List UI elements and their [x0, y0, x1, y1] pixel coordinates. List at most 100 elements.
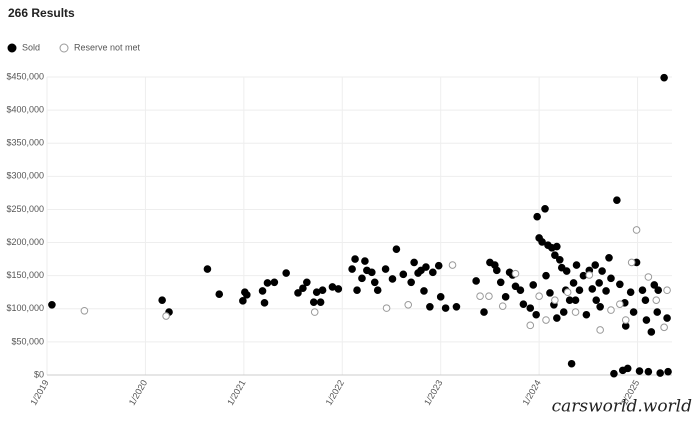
point: [571, 296, 580, 304]
x-tick-label: 1/2023: [422, 378, 444, 407]
y-tick-label: $0: [34, 369, 44, 379]
x-tick-label: 1/2019: [28, 378, 50, 407]
point: [563, 288, 572, 297]
point: [635, 367, 644, 375]
point: [595, 279, 603, 287]
point: [498, 302, 507, 310]
point: [496, 278, 505, 287]
point: [585, 271, 594, 279]
point: [158, 296, 166, 304]
point: [436, 293, 445, 301]
point: [448, 261, 457, 269]
y-tick-label: $400,000: [6, 104, 44, 114]
point: [353, 286, 361, 295]
point: [282, 269, 290, 277]
x-tick-label: 1/2024: [520, 378, 542, 407]
point: [616, 300, 624, 308]
y-tick-label: $50,000: [11, 336, 44, 346]
point: [664, 367, 672, 376]
point: [80, 306, 89, 315]
point: [541, 204, 549, 213]
point: [480, 308, 488, 316]
point: [553, 242, 561, 251]
point: [532, 310, 540, 319]
point: [429, 268, 437, 277]
point: [426, 302, 434, 311]
point: [382, 304, 391, 312]
point: [582, 310, 591, 319]
point: [596, 326, 604, 334]
point: [654, 286, 663, 295]
point: [642, 316, 651, 324]
legend-label: Reserve not met: [74, 42, 141, 52]
point: [334, 285, 343, 293]
point: [351, 255, 359, 263]
point: [660, 323, 668, 332]
point: [650, 281, 659, 289]
point: [392, 245, 401, 253]
point: [501, 293, 510, 301]
point: [215, 290, 224, 299]
point: [644, 273, 653, 281]
point: [629, 308, 638, 316]
point: [526, 321, 535, 330]
point: [533, 212, 541, 221]
point: [434, 261, 443, 270]
point: [569, 279, 578, 287]
point: [551, 251, 559, 259]
point: [361, 257, 369, 265]
point: [613, 196, 621, 204]
point: [441, 304, 450, 312]
point: [607, 274, 615, 283]
point: [258, 287, 267, 295]
point: [420, 287, 428, 295]
point: [407, 278, 415, 287]
x-tick-label: 1/2020: [127, 378, 149, 407]
point: [656, 369, 664, 377]
point: [368, 268, 376, 277]
point: [318, 286, 327, 295]
point: [602, 287, 610, 295]
point: [48, 301, 56, 309]
point: [591, 261, 600, 269]
point: [616, 280, 624, 289]
point: [162, 312, 170, 320]
point: [348, 265, 356, 273]
point: [422, 263, 430, 271]
y-tick-label: $150,000: [6, 270, 44, 280]
point: [511, 269, 520, 278]
point: [663, 314, 671, 322]
point: [621, 316, 630, 324]
point: [572, 261, 581, 269]
point: [663, 286, 671, 295]
point: [370, 278, 379, 287]
point: [607, 306, 615, 314]
point: [647, 328, 656, 336]
point: [358, 274, 366, 283]
point: [243, 291, 251, 299]
point: [555, 255, 564, 264]
point: [519, 300, 528, 308]
point: [526, 304, 535, 312]
point: [388, 275, 397, 283]
point: [309, 298, 318, 306]
y-tick-label: $250,000: [6, 204, 44, 214]
point: [623, 364, 632, 373]
point: [316, 298, 325, 306]
point: [511, 282, 520, 291]
chart-title: 266 Results: [8, 6, 75, 20]
point: [203, 265, 212, 273]
point: [546, 289, 554, 297]
point: [626, 288, 635, 297]
point: [638, 286, 647, 295]
point: [632, 226, 641, 234]
point: [270, 278, 279, 287]
point: [303, 278, 311, 287]
x-tick-label: 1/2022: [324, 378, 346, 407]
point: [472, 277, 480, 285]
point: [452, 302, 461, 311]
legend-label: Sold: [22, 42, 40, 52]
point: [299, 284, 307, 293]
point: [493, 266, 501, 275]
